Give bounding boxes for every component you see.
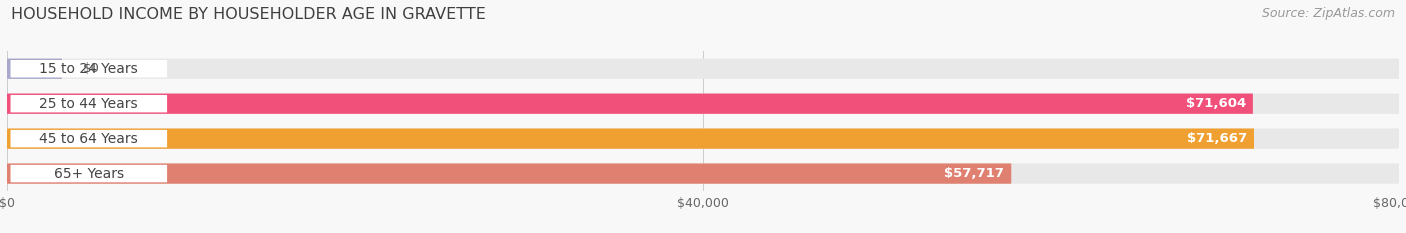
Text: 15 to 24 Years: 15 to 24 Years <box>39 62 138 76</box>
Text: 45 to 64 Years: 45 to 64 Years <box>39 132 138 146</box>
FancyBboxPatch shape <box>7 59 1399 79</box>
FancyBboxPatch shape <box>7 164 1011 184</box>
Text: $71,667: $71,667 <box>1187 132 1247 145</box>
Text: 65+ Years: 65+ Years <box>53 167 124 181</box>
Text: HOUSEHOLD INCOME BY HOUSEHOLDER AGE IN GRAVETTE: HOUSEHOLD INCOME BY HOUSEHOLDER AGE IN G… <box>11 7 486 22</box>
FancyBboxPatch shape <box>7 93 1399 114</box>
FancyBboxPatch shape <box>10 165 167 182</box>
FancyBboxPatch shape <box>7 129 1254 149</box>
FancyBboxPatch shape <box>7 93 1253 114</box>
FancyBboxPatch shape <box>10 130 167 147</box>
Text: 25 to 44 Years: 25 to 44 Years <box>39 97 138 111</box>
FancyBboxPatch shape <box>7 59 62 79</box>
FancyBboxPatch shape <box>7 164 1399 184</box>
Text: $71,604: $71,604 <box>1185 97 1246 110</box>
FancyBboxPatch shape <box>10 95 167 113</box>
FancyBboxPatch shape <box>7 129 1399 149</box>
Text: $57,717: $57,717 <box>945 167 1004 180</box>
FancyBboxPatch shape <box>10 60 167 77</box>
Text: $0: $0 <box>83 62 100 75</box>
Text: Source: ZipAtlas.com: Source: ZipAtlas.com <box>1261 7 1395 20</box>
